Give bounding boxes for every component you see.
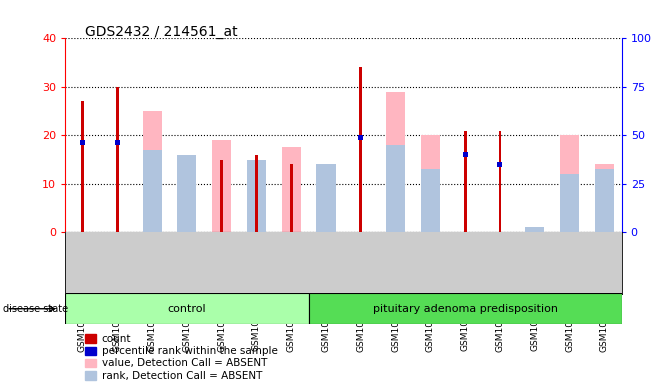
Bar <box>143 111 161 232</box>
Bar <box>282 147 301 232</box>
Bar <box>177 155 197 232</box>
Text: count: count <box>102 334 131 344</box>
Bar <box>290 164 292 232</box>
Bar <box>80 140 85 145</box>
Bar <box>177 155 197 232</box>
FancyBboxPatch shape <box>65 293 309 324</box>
Bar <box>464 131 467 232</box>
Bar <box>421 136 440 232</box>
Bar <box>595 169 614 232</box>
Bar <box>247 160 266 232</box>
Bar <box>560 174 579 232</box>
Bar <box>595 164 614 232</box>
Bar <box>386 145 405 232</box>
Text: value, Detection Call = ABSENT: value, Detection Call = ABSENT <box>102 358 267 368</box>
Bar <box>359 68 362 232</box>
Text: percentile rank within the sample: percentile rank within the sample <box>102 346 277 356</box>
Bar <box>220 160 223 232</box>
Bar <box>81 101 84 232</box>
Bar <box>386 92 405 232</box>
Bar <box>421 169 440 232</box>
Text: control: control <box>167 304 206 314</box>
Text: pituitary adenoma predisposition: pituitary adenoma predisposition <box>372 304 558 314</box>
Bar <box>499 131 501 232</box>
Bar <box>116 87 118 232</box>
Bar <box>463 152 467 157</box>
Text: rank, Detection Call = ABSENT: rank, Detection Call = ABSENT <box>102 371 262 381</box>
Bar <box>115 140 120 145</box>
Bar <box>255 155 258 232</box>
Bar <box>525 227 544 232</box>
Bar <box>316 164 335 232</box>
Bar <box>497 162 503 167</box>
Bar <box>143 150 161 232</box>
Bar <box>316 164 335 232</box>
Bar <box>358 135 363 140</box>
Bar <box>560 136 579 232</box>
Text: GDS2432 / 214561_at: GDS2432 / 214561_at <box>85 25 237 39</box>
Bar <box>212 140 231 232</box>
Text: disease state: disease state <box>3 304 68 314</box>
FancyBboxPatch shape <box>309 293 622 324</box>
